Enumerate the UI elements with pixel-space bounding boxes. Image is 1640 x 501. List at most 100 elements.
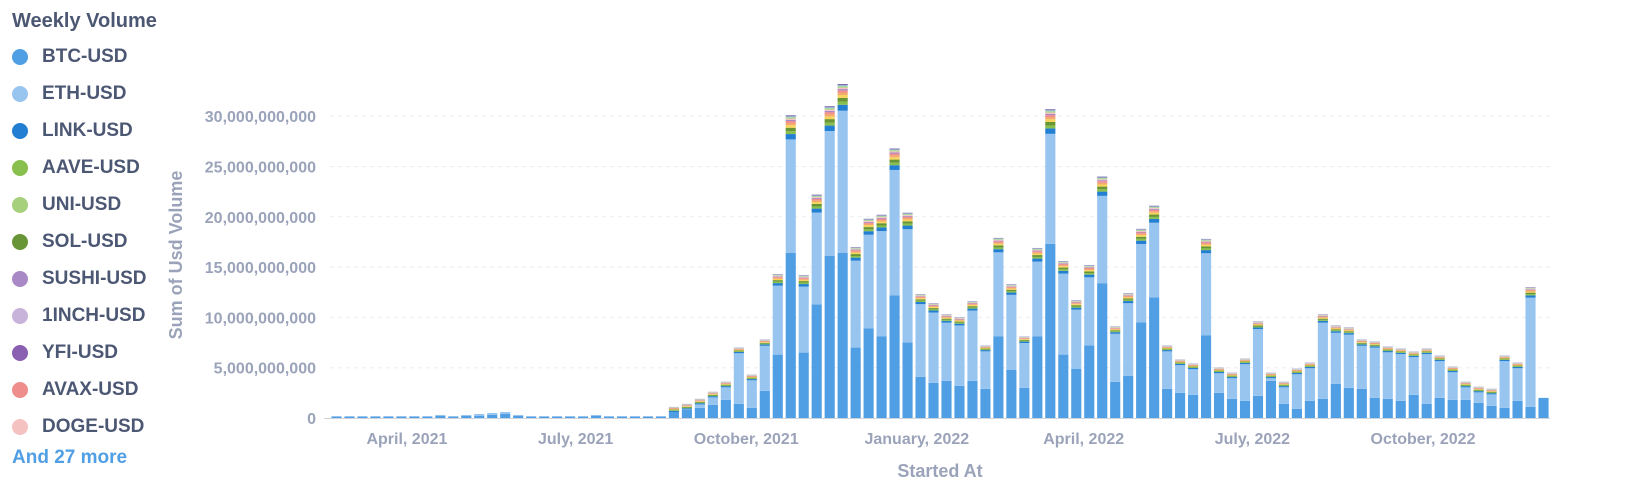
bar-segment[interactable] — [1226, 376, 1238, 378]
bar-segment[interactable] — [1265, 378, 1277, 381]
bar-segment[interactable] — [1408, 354, 1419, 356]
bar-segment[interactable] — [759, 341, 770, 343]
bar-segment[interactable] — [980, 388, 991, 418]
bar-segment[interactable] — [863, 219, 874, 221]
bar-segment[interactable] — [785, 139, 796, 253]
bar-segment[interactable] — [1149, 209, 1160, 212]
bar-segment[interactable] — [1032, 252, 1043, 254]
bar-segment[interactable] — [694, 407, 705, 418]
bar-segment[interactable] — [681, 409, 692, 410]
bar-segment[interactable] — [772, 275, 783, 276]
bar-segment[interactable] — [1188, 369, 1199, 395]
bar-segment[interactable] — [1265, 374, 1277, 376]
bar-segment[interactable] — [1369, 346, 1380, 348]
bar-segment[interactable] — [837, 104, 848, 111]
bar-segment[interactable] — [1343, 334, 1354, 388]
bar-segment[interactable] — [915, 296, 926, 298]
bar-segment[interactable] — [1123, 296, 1134, 298]
bar-segment[interactable] — [811, 196, 822, 198]
bar-segment[interactable] — [1149, 211, 1160, 213]
bar-segment[interactable] — [1317, 320, 1328, 323]
bar-segment[interactable] — [824, 125, 835, 132]
bar-segment[interactable] — [928, 312, 939, 383]
bar-segment[interactable] — [1447, 368, 1458, 370]
bar-segment[interactable] — [1123, 303, 1134, 376]
bar-segment[interactable] — [876, 336, 887, 418]
bar-segment[interactable] — [1045, 133, 1056, 244]
bar-segment[interactable] — [1201, 240, 1212, 241]
bar-segment[interactable] — [1499, 358, 1510, 360]
bar-segment[interactable] — [1071, 306, 1082, 308]
bar-segment[interactable] — [811, 212, 822, 305]
bar-segment[interactable] — [1045, 121, 1056, 126]
bar-segment[interactable] — [1175, 363, 1186, 366]
bar-segment[interactable] — [539, 416, 550, 418]
bar-segment[interactable] — [1123, 299, 1134, 302]
bar-segment[interactable] — [1097, 180, 1108, 182]
bar-segment[interactable] — [370, 416, 381, 418]
bar-segment[interactable] — [1382, 348, 1393, 349]
bar-segment[interactable] — [798, 276, 809, 277]
bar-segment[interactable] — [1278, 385, 1289, 387]
bar-segment[interactable] — [1162, 351, 1173, 389]
bar-segment[interactable] — [1110, 328, 1121, 330]
bar-segment[interactable] — [941, 380, 952, 418]
bar-segment[interactable] — [993, 242, 1004, 244]
bar-segment[interactable] — [1136, 230, 1147, 232]
bar-segment[interactable] — [1525, 295, 1536, 298]
bar-segment[interactable] — [1278, 403, 1289, 418]
bar-segment[interactable] — [1045, 128, 1056, 134]
bar-segment[interactable] — [1149, 222, 1160, 298]
bar-segment[interactable] — [1447, 399, 1458, 418]
bar-segment[interactable] — [1447, 370, 1458, 371]
bar-segment[interactable] — [837, 84, 848, 86]
bar-segment[interactable] — [772, 278, 783, 281]
bar-segment[interactable] — [1123, 375, 1134, 418]
bar-segment[interactable] — [1213, 373, 1225, 393]
bar-segment[interactable] — [1252, 324, 1264, 326]
bar-segment[interactable] — [1512, 368, 1523, 401]
bar-segment[interactable] — [1421, 354, 1432, 404]
bar-segment[interactable] — [422, 416, 433, 418]
bar-segment[interactable] — [591, 414, 602, 416]
bar-segment[interactable] — [1252, 325, 1264, 327]
bar-segment[interactable] — [1045, 113, 1056, 116]
bar-segment[interactable] — [1330, 327, 1341, 328]
legend-more-link[interactable]: And 27 more — [12, 447, 128, 468]
bar-segment[interactable] — [733, 403, 744, 418]
bar-segment[interactable] — [1019, 340, 1030, 342]
bar-segment[interactable] — [707, 394, 718, 395]
bar-segment[interactable] — [1343, 331, 1354, 333]
bar-segment[interactable] — [526, 416, 537, 418]
bar-segment[interactable] — [928, 307, 939, 309]
bar-segment[interactable] — [928, 305, 939, 307]
bar-segment[interactable] — [1239, 360, 1251, 362]
bar-segment[interactable] — [824, 116, 835, 120]
bar-segment[interactable] — [889, 148, 900, 150]
bar-segment[interactable] — [461, 414, 472, 416]
bar-segment[interactable] — [1084, 266, 1095, 267]
bar-segment[interactable] — [876, 218, 887, 220]
bar-segment[interactable] — [1110, 332, 1121, 334]
bar-segment[interactable] — [1058, 266, 1069, 268]
bar-segment[interactable] — [1188, 394, 1199, 418]
bar-segment[interactable] — [500, 411, 511, 414]
bar-segment[interactable] — [1032, 249, 1043, 251]
bar-segment[interactable] — [694, 402, 705, 404]
bar-segment[interactable] — [707, 396, 718, 398]
bar-segment[interactable] — [902, 215, 913, 217]
bar-segment[interactable] — [1330, 331, 1341, 333]
bar-segment[interactable] — [837, 89, 848, 91]
bar-segment[interactable] — [941, 318, 952, 320]
bar-segment[interactable] — [1097, 283, 1108, 418]
bar-segment[interactable] — [707, 395, 718, 397]
bar-segment[interactable] — [954, 385, 965, 418]
bar-segment[interactable] — [889, 155, 900, 158]
bar-segment[interactable] — [863, 227, 874, 230]
bar-segment[interactable] — [967, 306, 978, 308]
bar-segment[interactable] — [1512, 400, 1523, 418]
bar-segment[interactable] — [1097, 189, 1108, 192]
bar-segment[interactable] — [1019, 341, 1030, 344]
bar-segment[interactable] — [1382, 398, 1393, 418]
bar-segment[interactable] — [1278, 384, 1289, 385]
